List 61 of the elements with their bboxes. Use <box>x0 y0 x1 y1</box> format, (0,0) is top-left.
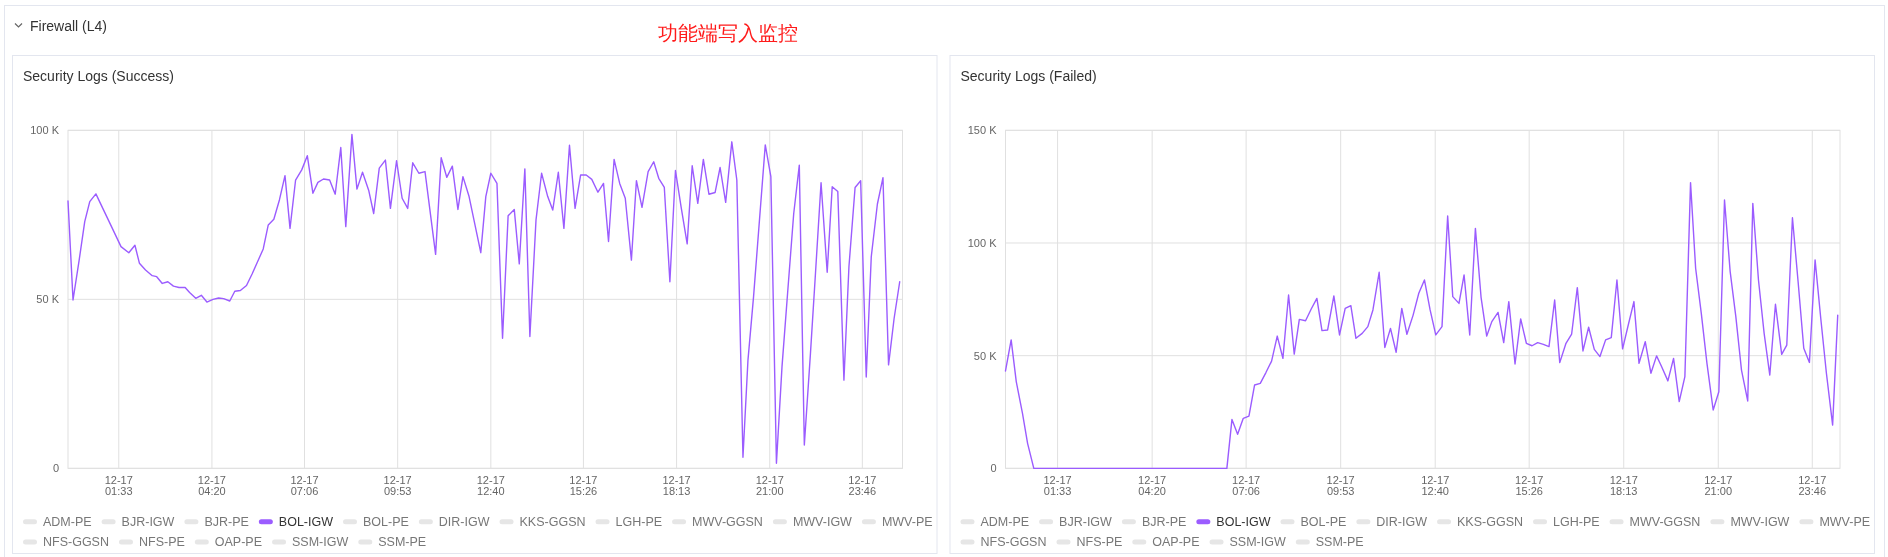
legend-label: BJR-IGW <box>1059 514 1113 529</box>
legend-label: DIR-IGW <box>438 514 490 529</box>
x-tick-label: 12-17 07:06 <box>290 474 319 497</box>
legend-label: KKS-GGSN <box>519 514 586 529</box>
x-tick-label: 12-17 04:20 <box>197 474 226 497</box>
legend-label: MWV-IGW <box>1730 514 1790 529</box>
legend-label: MWV-IGW <box>792 514 853 529</box>
x-tick-label: 12-17 09:53 <box>1326 474 1355 497</box>
legend-label: OAP-PE <box>1152 535 1200 550</box>
legend-label: SSM-PE <box>378 535 427 550</box>
x-tick-label: 12-17 01:33 <box>104 474 133 497</box>
legend-label: BJR-PE <box>1141 514 1187 529</box>
x-tick-label: 12-17 18:13 <box>662 474 691 497</box>
x-tick-label: 12-17 21:00 <box>1704 474 1733 497</box>
y-tick-label: 50 K <box>973 349 998 362</box>
legend-label: LGH-PE <box>1553 514 1600 529</box>
x-tick-label: 12-17 12:40 <box>476 474 505 497</box>
legend-label: NFS-GGSN <box>980 535 1047 550</box>
legend-label: SSM-IGW <box>292 535 349 550</box>
legend-label: LGH-PE <box>615 514 663 529</box>
x-tick-label: 12-17 18:13 <box>1609 474 1638 497</box>
y-tick-label: 0 <box>52 462 59 475</box>
legend-label: MWV-PE <box>1819 514 1871 529</box>
x-tick-label: 12-17 07:06 <box>1232 474 1261 497</box>
x-tick-label: 12-17 15:26 <box>1515 474 1544 497</box>
legend-label: BOL-PE <box>363 514 409 529</box>
y-tick-label: 100 K <box>967 237 998 249</box>
legend-label: SSM-IGW <box>1229 535 1286 550</box>
x-tick-label: 12-17 12:40 <box>1421 474 1450 497</box>
legend-label: ADM-PE <box>980 514 1030 529</box>
text: Firewall (L4) <box>30 17 108 34</box>
x-tick-label: 12-17 09:53 <box>383 474 412 497</box>
chart-title: Security Logs (Failed) <box>960 68 1097 84</box>
x-tick-label: 12-17 01:33 <box>1043 474 1072 497</box>
legend-label: MWV-GGSN <box>692 514 763 529</box>
x-tick-label: 12-17 15:26 <box>569 474 598 497</box>
x-tick-label: 12-17 04:20 <box>1138 474 1167 497</box>
legend-label: BJR-IGW <box>121 514 175 529</box>
legend-label: NFS-GGSN <box>43 535 109 550</box>
y-tick-label: 0 <box>990 462 997 475</box>
legend-label: BOL-IGW <box>278 514 334 529</box>
legend-label: NFS-PE <box>138 535 185 550</box>
legend-label: MWV-PE <box>881 514 933 529</box>
legend-label: DIR-IGW <box>1376 514 1428 529</box>
legend-label: SSM-PE <box>1315 535 1364 550</box>
y-tick-label: 100 K <box>30 124 60 137</box>
legend-label: BOL-IGW <box>1216 514 1271 529</box>
x-tick-label: 12-17 21:00 <box>755 474 784 497</box>
legend-label: BJR-PE <box>204 514 249 529</box>
legend-label: NFS-PE <box>1076 535 1123 550</box>
legend-label: BOL-PE <box>1300 514 1347 529</box>
legend-label: MWV-GGSN <box>1629 514 1701 529</box>
legend-label: KKS-GGSN <box>1457 514 1524 529</box>
legend-label: ADM-PE <box>43 514 92 529</box>
y-tick-label: 150 K <box>967 124 998 137</box>
text: 功能端写入监控 <box>658 22 798 44</box>
legend-label: OAP-PE <box>214 535 263 550</box>
x-tick-label: 12-17 23:46 <box>1798 474 1827 497</box>
y-tick-label: 50 K <box>36 293 60 306</box>
x-tick-label: 12-17 23:46 <box>848 474 877 497</box>
chart-title: Security Logs (Success) <box>23 68 174 84</box>
